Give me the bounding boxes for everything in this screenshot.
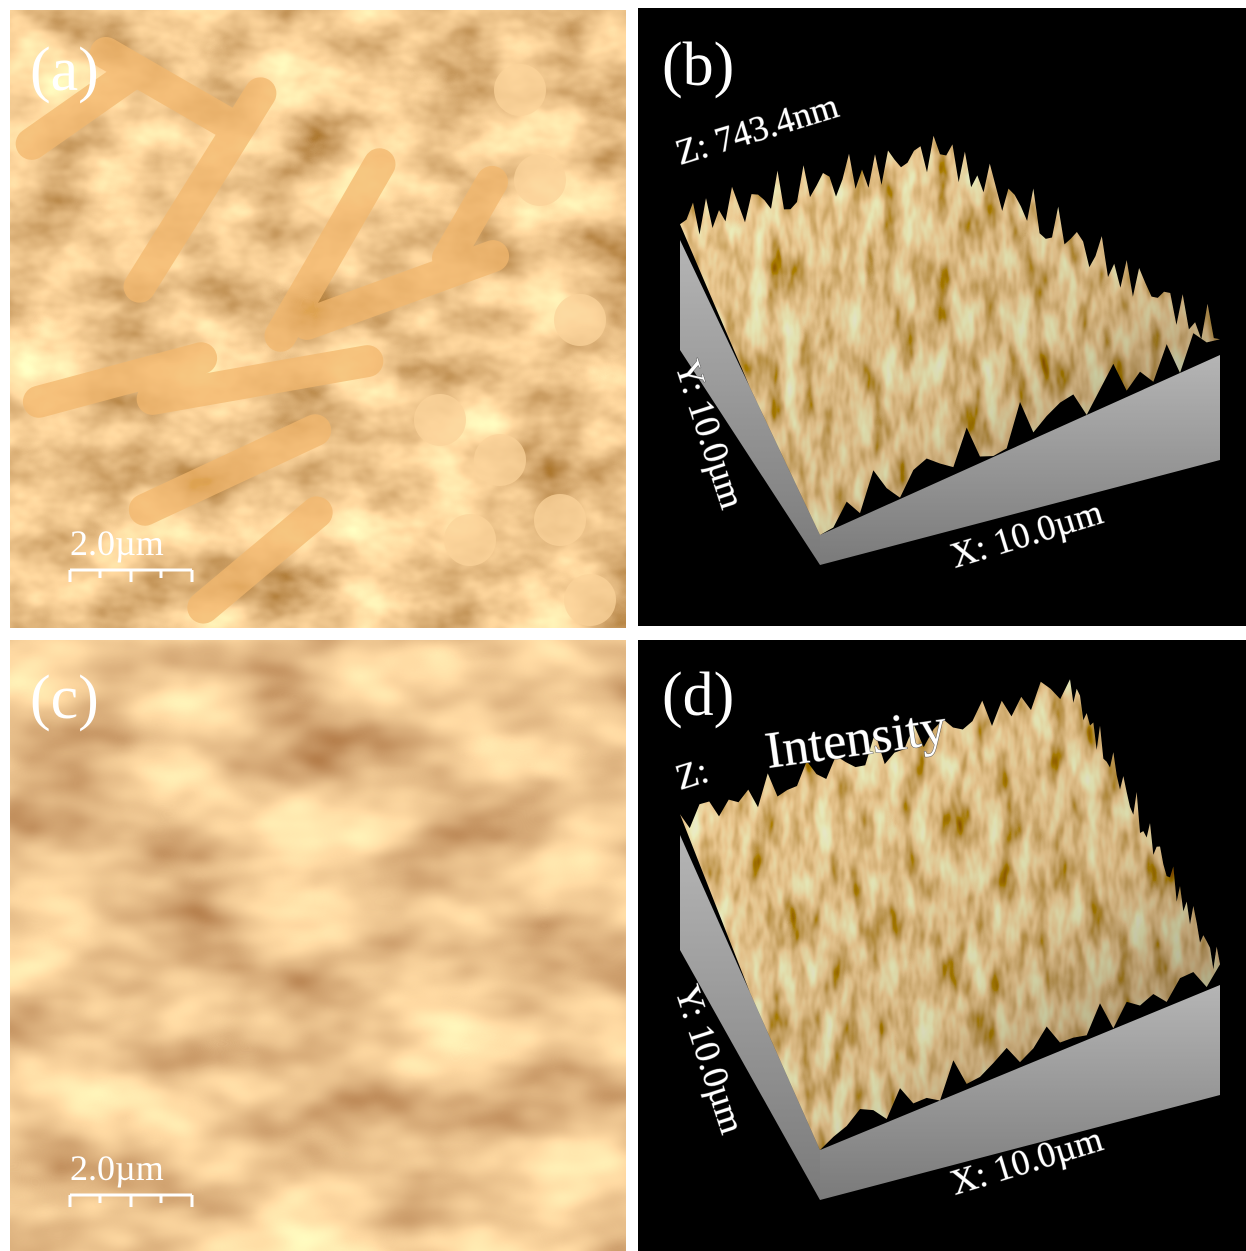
figure: (a) 2.0µm (b) Z: 743.4nm Y: 10.0µm X: 10… — [0, 0, 1246, 1251]
grain — [494, 64, 546, 116]
grain — [534, 494, 586, 546]
scale-bar-label: 2.0µm — [70, 1148, 164, 1188]
grain — [514, 154, 566, 206]
page: (a) 2.0µm (b) Z: 743.4nm Y: 10.0µm X: 10… — [0, 0, 1246, 1251]
panel-label: (d) — [662, 661, 734, 729]
grain — [564, 574, 616, 626]
scale-bar-label: 2.0µm — [70, 523, 164, 563]
panel-c: (c) 2.0µm — [10, 640, 626, 1251]
grain — [444, 514, 496, 566]
grain — [474, 434, 526, 486]
panel-a: (a) 2.0µm — [9, 10, 626, 630]
panel-d: (d) Z: Intensity Y: 10.0µm X: 10.0µm — [638, 640, 1246, 1251]
grain — [554, 294, 606, 346]
panel-label: (a) — [30, 36, 99, 104]
panel-label: (b) — [662, 31, 734, 99]
panel-label: (c) — [30, 664, 99, 732]
panel-b: (b) Z: 743.4nm Y: 10.0µm X: 10.0µm — [638, 8, 1246, 626]
grain — [414, 394, 466, 446]
